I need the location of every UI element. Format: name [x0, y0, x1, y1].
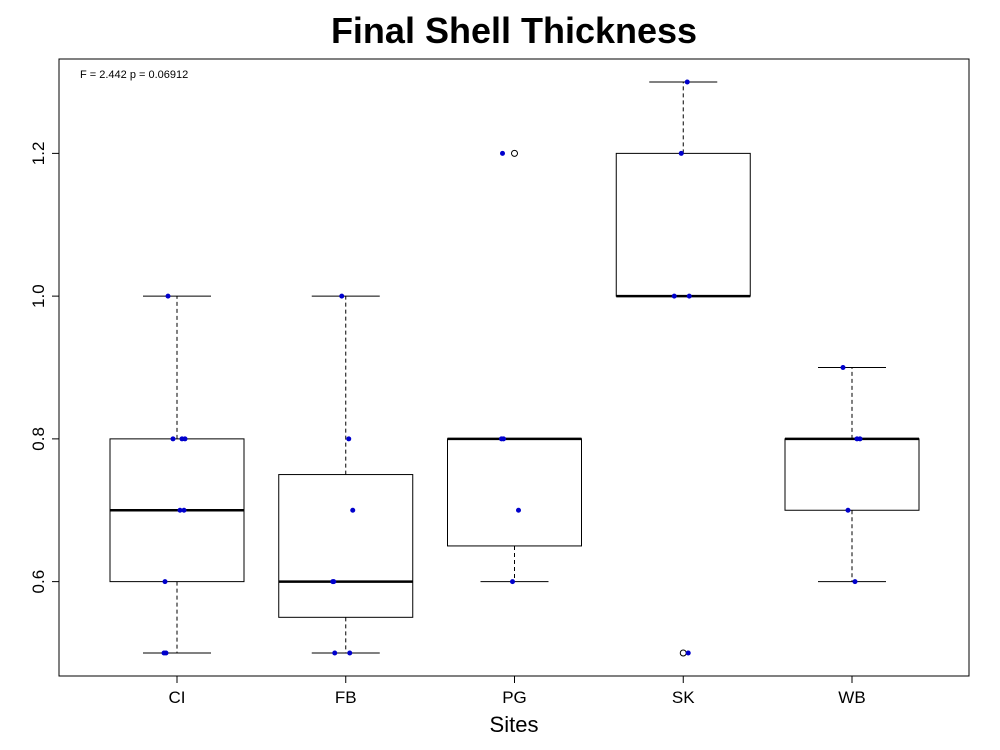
box-PG [447, 149, 582, 583]
x-tick-label: WB [838, 688, 865, 707]
data-point [516, 507, 521, 513]
x-axis-label: Sites [490, 712, 539, 737]
data-point [500, 150, 505, 156]
data-point [501, 436, 506, 442]
x-axis: CI FB PG SK WB [169, 675, 866, 707]
data-point [165, 293, 171, 299]
box-iqr [278, 474, 414, 618]
data-point [685, 650, 691, 656]
y-axis: 0.6 0.8 1.0 1.2 [29, 142, 60, 594]
box-CI [109, 295, 245, 654]
data-point [350, 507, 356, 513]
box-FB [278, 295, 414, 654]
data-point [170, 436, 176, 442]
data-point [671, 293, 677, 299]
stats-annotation: F = 2.442 p = 0.06912 [80, 69, 188, 81]
data-point [686, 293, 692, 299]
box-iqr [784, 438, 920, 511]
points-layer [161, 79, 863, 656]
outlier-point [679, 649, 687, 657]
data-point [332, 650, 338, 656]
box-iqr [615, 152, 751, 297]
data-point [845, 507, 851, 513]
data-point [330, 579, 336, 585]
data-point [840, 365, 846, 370]
data-point [347, 650, 353, 656]
y-tick-label: 0.8 [29, 427, 48, 451]
data-point [182, 436, 188, 442]
y-tick-label: 0.6 [29, 570, 48, 594]
data-point [163, 650, 169, 656]
data-point [346, 436, 352, 442]
data-point [339, 293, 345, 299]
box-SK [615, 81, 751, 657]
outlier-point [511, 149, 518, 157]
data-point [177, 507, 183, 513]
data-point [678, 150, 684, 156]
x-tick-label: CI [169, 688, 186, 707]
data-point [162, 579, 168, 585]
x-tick-label: PG [502, 688, 527, 707]
chart-title: Final Shell Thickness [331, 10, 697, 51]
y-tick-label: 1.0 [29, 284, 48, 308]
data-point [857, 436, 863, 442]
data-point [510, 579, 515, 585]
y-tick-label: 1.2 [29, 142, 48, 166]
box-WB [784, 367, 920, 583]
boxes-layer [109, 81, 920, 657]
data-point [181, 507, 187, 513]
x-tick-label: FB [335, 688, 357, 707]
data-point [684, 79, 690, 85]
data-point [852, 579, 858, 585]
x-tick-label: SK [672, 688, 695, 707]
box-iqr [447, 438, 582, 547]
